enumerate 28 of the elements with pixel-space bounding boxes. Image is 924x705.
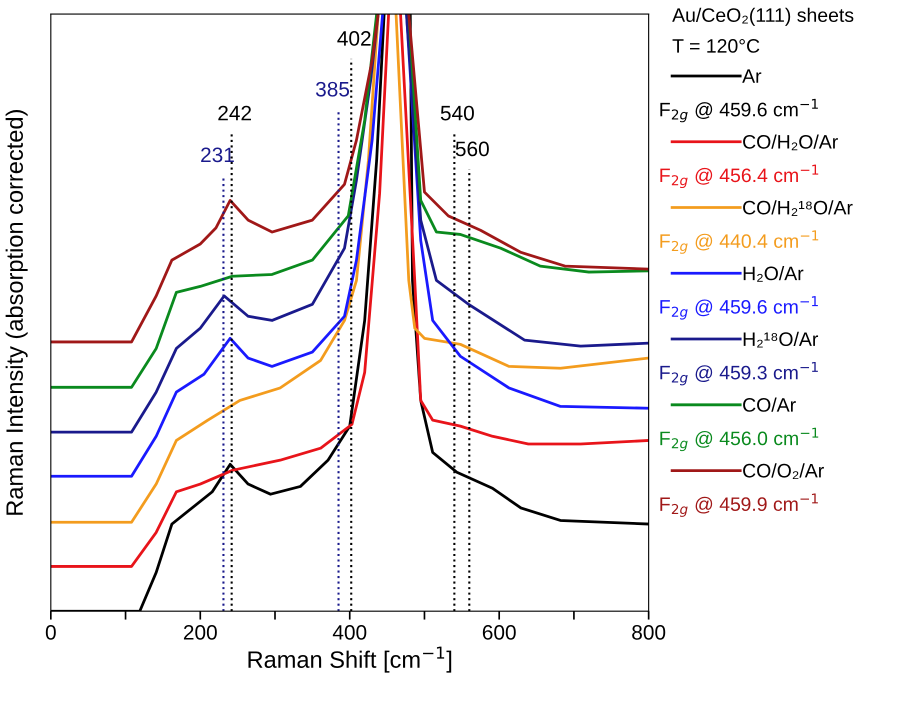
ref-line-label: 540 bbox=[440, 106, 474, 120]
ref-line-label: 242 bbox=[218, 106, 251, 120]
x-axis-title: Raman Shift [cm$^{−1}$] bbox=[248, 646, 452, 673]
legend-label: Ar bbox=[742, 69, 762, 83]
ref-line-label: 231 bbox=[201, 148, 234, 162]
legend-label: CO/H₂¹⁸O/Ar bbox=[743, 200, 853, 216]
x-tick-label: 600 bbox=[482, 624, 516, 640]
legend-label: CO/H₂O/Ar bbox=[743, 134, 838, 150]
x-tick-label: 400 bbox=[332, 624, 366, 640]
text: F$_{2g}$ @ 456.0 cm$^{−1}$ bbox=[660, 428, 818, 452]
text: F$_{2g}$ @ 459.6 cm$^{−1}$ bbox=[660, 98, 818, 122]
ref-line-label: 385 bbox=[316, 82, 350, 97]
text: F$_{2g}$ @ 459.3 cm$^{−1}$ bbox=[660, 362, 818, 386]
text: F$_{2g}$ @ 456.4 cm$^{−1}$ bbox=[660, 164, 818, 188]
text: F$_{2g}$ @ 440.4 cm$^{−1}$ bbox=[660, 230, 818, 254]
x-tick-label: 800 bbox=[632, 624, 666, 640]
legend-label: CO/Ar bbox=[743, 398, 796, 412]
ref-line-label: 560 bbox=[456, 142, 489, 156]
x-tick-label: 0 bbox=[46, 624, 56, 640]
legend-label: CO/O₂/Ar bbox=[743, 463, 824, 480]
text: F$_{2g}$ @ 459.9 cm$^{−1}$ bbox=[660, 493, 818, 517]
text: F$_{2g}$ @ 459.6 cm$^{−1}$ bbox=[660, 296, 818, 320]
legend-title: Au/CeO₂(111) sheets T = 120°C bbox=[672, 8, 854, 53]
legend-label: H₂O/Ar bbox=[744, 266, 804, 282]
ref-line-label: 402 bbox=[337, 31, 371, 46]
legend-label: H₂¹⁸O/Ar bbox=[744, 332, 818, 348]
y-axis-title: Raman Intensity (absorption corrected) bbox=[6, 110, 28, 515]
x-tick-label: 200 bbox=[184, 624, 217, 640]
